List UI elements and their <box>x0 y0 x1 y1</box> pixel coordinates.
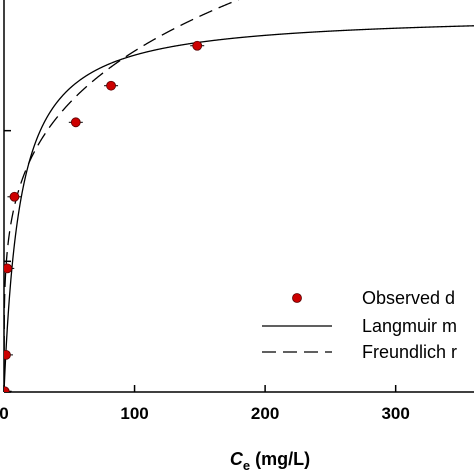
legend-label-observed: Observed d <box>362 288 455 308</box>
observed-point <box>4 349 11 360</box>
x-axis-title-rest: (mg/L) <box>250 449 310 469</box>
ticks: 0 100 200 300 <box>0 129 410 423</box>
observed-point <box>4 386 10 392</box>
x-tick-label: 200 <box>251 404 279 423</box>
freundlich-curve <box>4 0 240 392</box>
observed-point <box>70 117 81 128</box>
legend-label-freundlich: Freundlich r <box>362 342 457 362</box>
legend-marker-observed <box>292 293 302 303</box>
x-tick-label: 300 <box>381 404 409 423</box>
observed-point <box>4 263 13 274</box>
x-axis-title-main: C <box>230 449 244 469</box>
observed-point <box>106 80 116 91</box>
x-axis-title: Ce (mg/L) <box>230 449 310 473</box>
observed-point <box>9 191 20 202</box>
langmuir-curve <box>4 25 474 392</box>
legend-label-langmuir: Langmuir m <box>362 316 457 336</box>
x-tick-label: 100 <box>120 404 148 423</box>
x-tick-label: 0 <box>0 404 9 423</box>
model-curves <box>4 0 474 392</box>
legend: Observed d Langmuir m Freundlich r <box>262 288 457 362</box>
x-axis-title-subscript: e <box>243 458 250 473</box>
observed-point <box>192 40 203 51</box>
observed-points <box>4 40 205 392</box>
